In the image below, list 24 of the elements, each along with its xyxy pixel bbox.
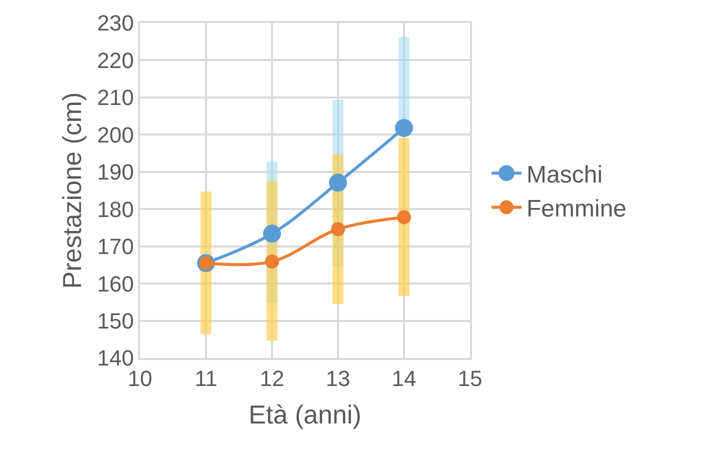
point xyxy=(395,118,413,137)
x-axis-title: Età (anni) xyxy=(248,399,362,430)
y-tick-label: 220 xyxy=(97,48,134,73)
y-tick-label: 210 xyxy=(97,85,134,110)
point xyxy=(265,254,279,269)
point xyxy=(331,222,345,236)
y-tick-label: 190 xyxy=(97,160,134,185)
y-axis-title: Prestazione (cm) xyxy=(57,92,88,289)
y-tick-label: 150 xyxy=(97,308,134,334)
y-tick-label: 200 xyxy=(97,122,134,148)
x-tick-label: 14 xyxy=(392,366,416,392)
point xyxy=(329,174,347,192)
x-tick-label: 15 xyxy=(458,366,482,392)
x-tick-label: 12 xyxy=(260,366,284,392)
x-tick-label: 11 xyxy=(194,366,218,392)
y-tick-label: 230 xyxy=(97,10,134,36)
y-tick-label: 160 xyxy=(97,271,134,296)
y-tick-label: 170 xyxy=(97,234,134,260)
legend-label: Maschi xyxy=(526,161,603,188)
x-tick-label: 13 xyxy=(326,366,350,392)
y-tick-label: 180 xyxy=(97,196,134,222)
point xyxy=(263,224,281,243)
legend-label: Femmine xyxy=(526,196,627,223)
point xyxy=(397,210,411,224)
